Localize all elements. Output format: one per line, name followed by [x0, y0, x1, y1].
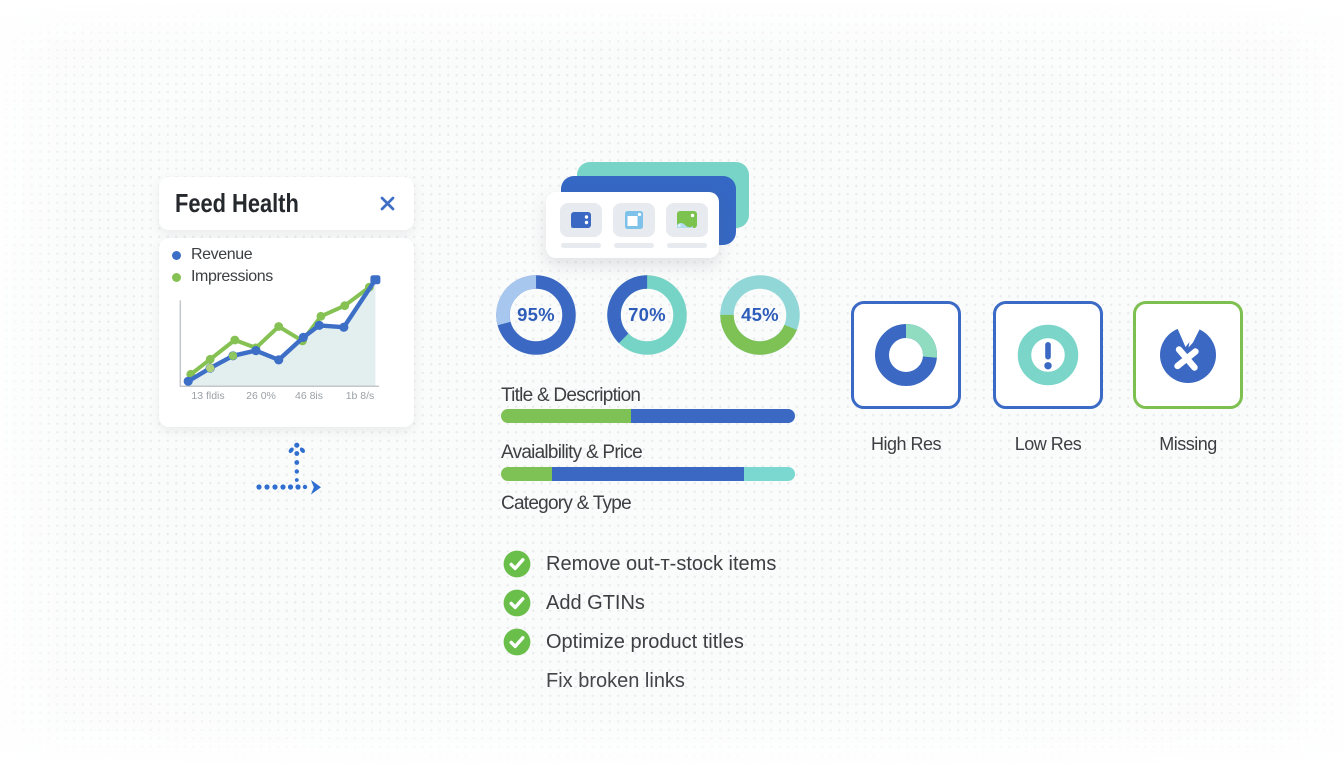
impressions-legend-label: Impressions [191, 268, 273, 285]
low-res-alert-icon [1017, 324, 1079, 386]
checkmark-icon [503, 628, 531, 656]
image-frame-icon [625, 211, 643, 229]
audit-label-title-description: Title & Description [501, 385, 641, 406]
checklist-label: Remove out-ᴛ-stock items [546, 552, 777, 575]
donut-chart-95: 95% [494, 273, 578, 357]
product-tile-1 [560, 203, 602, 237]
audit-label-category-type: Category & Type [501, 493, 632, 514]
feed-health-chart-card: Revenue Impressions 13 fldis 26 0% 46 8i… [159, 238, 414, 427]
product-cards-panel [546, 192, 719, 258]
x-axis-label: 13 fldis [191, 390, 225, 402]
audit-bar-availability-price [501, 467, 795, 481]
missing-broken-image-icon [1160, 322, 1216, 383]
product-card-icon [571, 212, 591, 228]
legend-item-impressions: Impressions [172, 266, 273, 288]
product-tile-3 [666, 203, 708, 237]
checklist-item-add-gtins: Add GTINs [503, 589, 645, 617]
close-icon[interactable] [380, 196, 395, 211]
audit-label-availability-price: Avaialbility & Price [501, 442, 643, 463]
audit-bar-segment [501, 409, 632, 423]
x-axis-label: 26 0% [246, 390, 276, 402]
image-quality-box-low-res [993, 301, 1103, 409]
image-quality-box-missing [1133, 301, 1243, 409]
x-axis-label: 46 8is [294, 390, 324, 402]
donut-value-45: 45% [741, 304, 779, 325]
audit-bar-segment [743, 467, 795, 481]
audit-bar-segment [501, 467, 552, 481]
missing-label: Missing [1159, 434, 1217, 454]
checklist-item-optimize-titles: Optimize product titles [503, 628, 744, 656]
checkmark-icon [503, 589, 531, 617]
checklist-item-remove-out-of-stock: Remove out-ᴛ-stock items [503, 550, 776, 578]
placeholder-line [614, 243, 654, 248]
dotted-arrow-icon [256, 442, 321, 495]
placeholder-line [561, 243, 601, 248]
audit-bar-title-description [501, 409, 795, 423]
placeholder-line [667, 243, 707, 248]
feed-health-card: Feed Health [159, 177, 414, 230]
revenue-legend-dot [172, 250, 181, 260]
audit-bar-segment [631, 409, 795, 423]
checklist-label: Fix broken links [546, 669, 685, 692]
audit-bar-segment [551, 467, 744, 481]
checkmark-icon [503, 550, 531, 578]
donut-value-70: 70% [628, 304, 666, 325]
checklist-item-fix-broken-links: Fix broken links [503, 667, 685, 695]
impressions-legend-dot [172, 272, 181, 282]
checklist-label: Add GTINs [546, 591, 645, 614]
low-res-label: Low Res [1014, 434, 1082, 454]
checklist-label: Optimize product titles [546, 630, 744, 653]
high-res-donut-icon [875, 324, 937, 386]
donut-value-95: 95% [517, 304, 555, 325]
picture-icon [677, 211, 697, 228]
feed-health-title: Feed Health [175, 188, 299, 218]
donut-chart-70: 70% [605, 273, 689, 357]
legend-item-revenue: Revenue [172, 244, 273, 266]
chart-legend: Revenue Impressions [172, 244, 273, 288]
revenue-legend-label: Revenue [191, 246, 253, 263]
high-res-label: High Res [870, 434, 942, 454]
donut-chart-45: 45% [718, 273, 802, 357]
product-tile-2 [613, 203, 655, 237]
x-axis-label: 1b 8/s [345, 390, 375, 402]
image-quality-box-high-res [851, 301, 961, 409]
